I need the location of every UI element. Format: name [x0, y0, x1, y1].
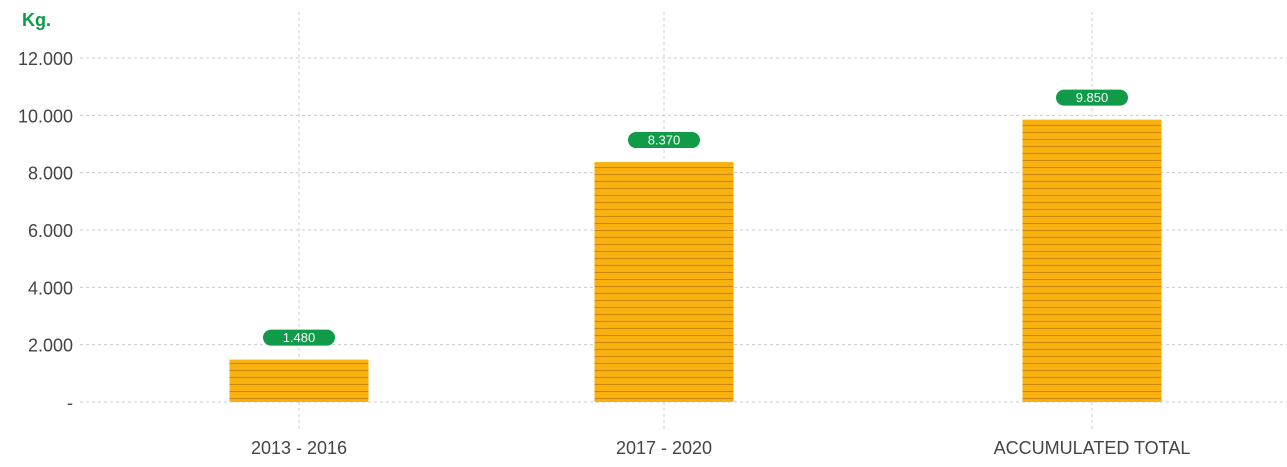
y-tick-label: 8.000	[28, 164, 73, 184]
data-label-badge-bg	[628, 132, 700, 149]
data-label-badge: 9.850	[1056, 89, 1128, 106]
data-label-badge: 8.370	[628, 132, 700, 149]
y-tick-label: 2.000	[28, 336, 73, 356]
y-tick-label: 4.000	[28, 278, 73, 298]
bar	[594, 162, 734, 402]
data-label: 9.850	[1076, 90, 1109, 105]
x-tick-label: 2017 - 2020	[616, 438, 712, 458]
y-axis-ticks: - 2.000 4.000 6.000 8.000 10.000 12.000	[18, 49, 73, 413]
y-tick-label: 6.000	[28, 221, 73, 241]
bars	[229, 119, 1162, 402]
bar	[229, 359, 369, 402]
y-tick-label: 10.000	[18, 106, 73, 126]
x-tick-label: 2013 - 2016	[251, 438, 347, 458]
data-label-badge-bg	[1056, 89, 1128, 106]
data-labels: 1.480 8.370 9.850	[263, 89, 1128, 346]
x-tick-label: ACCUMULATED TOTAL	[994, 438, 1191, 458]
y-axis-unit-label: Kg.	[22, 10, 51, 30]
data-label: 1.480	[283, 330, 316, 345]
data-label-badge: 1.480	[263, 329, 335, 346]
y-tick-label: -	[67, 393, 73, 413]
bar	[1022, 119, 1162, 402]
data-label-badge-bg	[263, 329, 335, 346]
data-label: 8.370	[648, 133, 681, 148]
x-axis-ticks: 2013 - 2016 2017 - 2020 ACCUMULATED TOTAL	[251, 438, 1190, 458]
y-tick-label: 12.000	[18, 49, 73, 69]
